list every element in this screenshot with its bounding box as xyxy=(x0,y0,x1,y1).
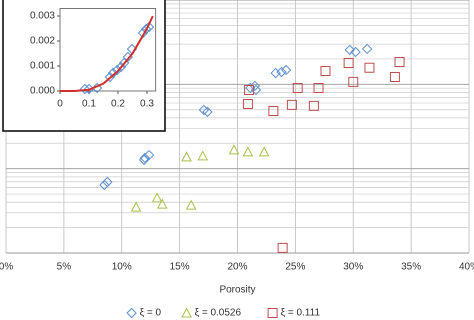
marker xyxy=(130,201,142,212)
legend-marker xyxy=(126,307,137,319)
marker xyxy=(286,99,297,110)
marker xyxy=(361,43,373,55)
marker xyxy=(394,57,405,68)
marker xyxy=(249,80,261,92)
marker xyxy=(99,179,110,191)
marker xyxy=(268,105,279,116)
x-tick-label: 35% xyxy=(401,262,421,273)
inset-plot: 0 0.1 0.2 0.3 0.000 0.001 0.002 0.003 xyxy=(2,0,166,132)
y-tick-label: 0.000 xyxy=(30,86,55,97)
marker xyxy=(343,58,354,69)
marker xyxy=(320,65,331,76)
marker xyxy=(292,82,303,93)
x-tick-label: 10% xyxy=(112,262,132,273)
marker xyxy=(280,64,292,76)
fit-line xyxy=(60,15,154,92)
marker xyxy=(79,83,91,95)
legend: ξ = 0 ξ = 0.0526 ξ = 0.111 xyxy=(126,307,321,319)
marker xyxy=(102,176,113,188)
marker xyxy=(228,144,240,155)
marker xyxy=(202,106,213,118)
marker xyxy=(242,146,254,157)
legend-label: ξ = 0 xyxy=(140,308,162,319)
marker xyxy=(308,100,319,111)
marker xyxy=(181,151,192,162)
y-tick-label: 0.002 xyxy=(30,36,55,47)
x-tick-label: 0.1 xyxy=(82,99,96,110)
x-axis-title: Porosity xyxy=(219,285,255,296)
marker xyxy=(242,98,253,109)
y-tick-label: 0.003 xyxy=(30,11,55,22)
x-tick-label: 0.3 xyxy=(140,99,154,110)
marker xyxy=(140,23,152,35)
marker xyxy=(348,76,359,87)
marker xyxy=(389,72,400,83)
marker xyxy=(143,21,155,33)
marker xyxy=(270,67,281,79)
marker xyxy=(277,242,288,253)
inset-frame xyxy=(2,0,166,132)
marker xyxy=(143,149,155,161)
marker xyxy=(344,44,355,56)
marker xyxy=(185,199,197,210)
marker xyxy=(250,84,262,96)
marker xyxy=(350,46,361,58)
x-tick-label: 40% xyxy=(459,262,474,273)
x-tick-label: 0% xyxy=(0,262,13,273)
marker xyxy=(364,62,375,73)
x-tick-label: 25% xyxy=(285,262,305,273)
marker xyxy=(258,146,270,157)
marker xyxy=(156,198,168,209)
legend-marker xyxy=(181,307,192,318)
inset-plot-frame xyxy=(59,8,157,92)
marker xyxy=(115,61,127,73)
marker xyxy=(139,152,151,164)
legend-label: ξ = 0.111 xyxy=(281,308,321,319)
marker xyxy=(197,150,209,161)
x-tick-label: 15% xyxy=(170,262,190,273)
marker xyxy=(244,84,255,95)
marker xyxy=(276,66,287,78)
legend-label: ξ = 0.0526 xyxy=(195,308,242,319)
x-tick-label: 30% xyxy=(343,262,363,273)
legend-marker xyxy=(267,308,278,318)
marker xyxy=(313,82,324,93)
x-tick-label: 0 xyxy=(57,99,63,110)
x-tick-label: 5% xyxy=(57,262,72,273)
x-tick-label: 0.2 xyxy=(111,99,125,110)
y-tick-label: 0.001 xyxy=(30,61,55,72)
marker xyxy=(151,192,163,203)
x-tick-label: 20% xyxy=(227,262,247,273)
